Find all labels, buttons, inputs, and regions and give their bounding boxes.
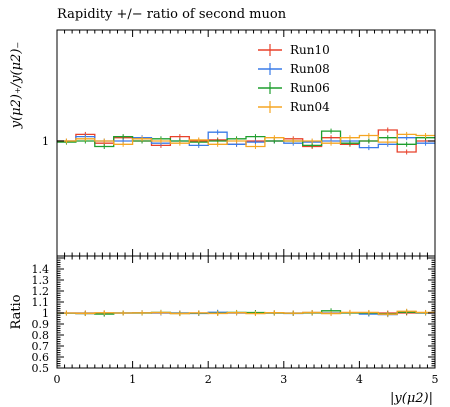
ratio-y-tick-label: 1.1: [32, 296, 50, 309]
legend: Run10 Run08 Run06 Run04: [258, 43, 330, 114]
ratio-series-group: [57, 308, 435, 318]
ratio-y-tick-label: 1: [42, 307, 49, 320]
x-tick-label: 3: [280, 373, 287, 386]
axes-group: 0 1 2 3 4 510.50.60.70.80.911.11.21.31.4: [32, 29, 439, 386]
legend-label-0: Run10: [290, 43, 330, 57]
x-tick-label: 2: [205, 373, 212, 386]
ratio-y-axis-label: Ratio: [9, 294, 24, 329]
ratio-y-tick-label: 1.2: [32, 285, 50, 298]
main-y-tick-label: 1: [42, 135, 49, 148]
ratio-y-tick-label: 0.9: [32, 318, 50, 331]
ratio-y-tick-label: 0.6: [32, 351, 50, 364]
legend-label-2: Run06: [290, 81, 330, 95]
main-y-axis-label: y(μ2)₊/y(μ2)₋: [9, 42, 24, 130]
x-tick-label: 4: [356, 373, 363, 386]
ratio-y-tick-label: 0.7: [32, 340, 50, 353]
main-series-3: [57, 133, 435, 148]
ratio-y-tick-label: 1.3: [32, 274, 50, 287]
x-tick-label: 5: [432, 373, 439, 386]
ratio-y-tick-label: 0.5: [32, 362, 50, 375]
legend-label-3: Run04: [290, 100, 330, 114]
x-tick-label: 1: [129, 373, 136, 386]
main-series-group: [57, 127, 435, 155]
chart-title: Rapidity +/− ratio of second muon: [57, 7, 287, 22]
main-series-2: [57, 130, 435, 148]
ratio-y-tick-label: 1.4: [32, 263, 50, 276]
x-axis-label: |y(μ2)|: [390, 391, 433, 406]
ratio-y-tick-label: 0.8: [32, 329, 50, 342]
legend-label-1: Run08: [290, 62, 330, 76]
x-tick-label: 0: [54, 373, 61, 386]
